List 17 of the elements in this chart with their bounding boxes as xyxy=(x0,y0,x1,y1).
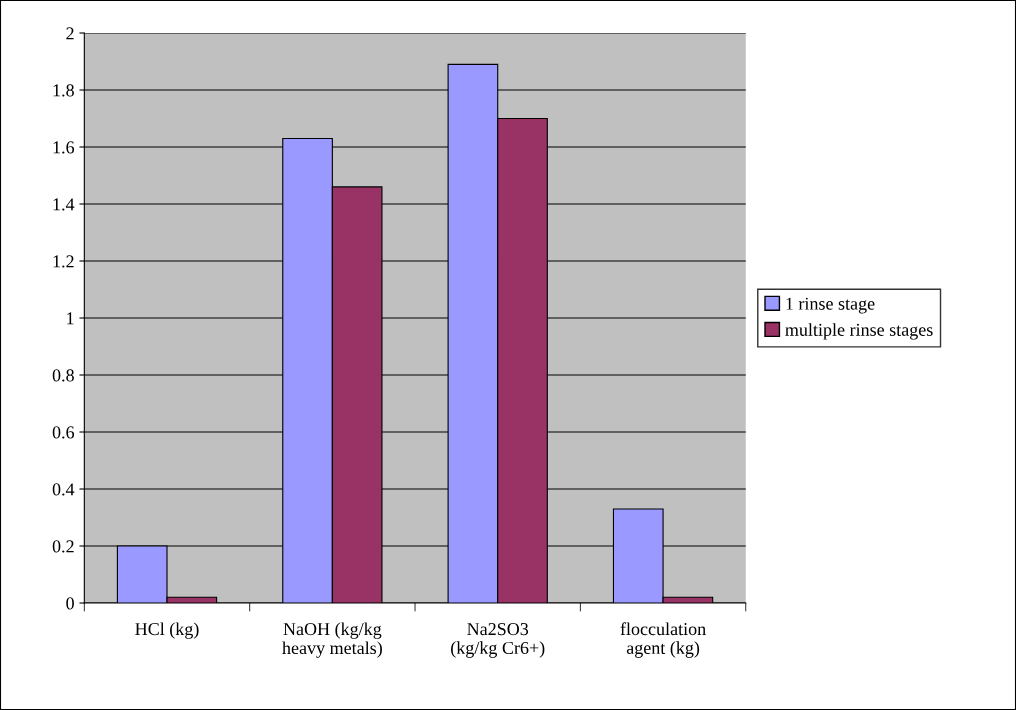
y-tick-label: 0.4 xyxy=(52,483,75,496)
y-tick-label: 1 xyxy=(67,312,74,325)
x-tick-label: HCl (kg) xyxy=(135,622,199,639)
y-tick-label: 1.2 xyxy=(53,255,74,268)
x-tick-label: NaOH (kg/kg heavy metals) xyxy=(282,622,382,658)
y-tick-label: 0.2 xyxy=(52,540,74,553)
y-tick-label: 0 xyxy=(66,597,74,610)
y-tick-label: 0.6 xyxy=(52,426,75,439)
y-tick-label: 2 xyxy=(66,27,74,40)
legend-label: multiple rinse stages xyxy=(785,323,933,340)
y-tick-label: 1.8 xyxy=(53,84,74,97)
y-tick-label: 1.6 xyxy=(53,141,75,154)
x-tick-label: flocculation agent (kg) xyxy=(620,622,706,658)
legend-label: 1 rinse stage xyxy=(786,297,875,314)
y-tick-label: 0.8 xyxy=(52,369,74,382)
x-tick-label: Na2SO3 (kg/kg Cr6+) xyxy=(451,623,545,658)
y-tick-label: 1.4 xyxy=(53,198,75,211)
